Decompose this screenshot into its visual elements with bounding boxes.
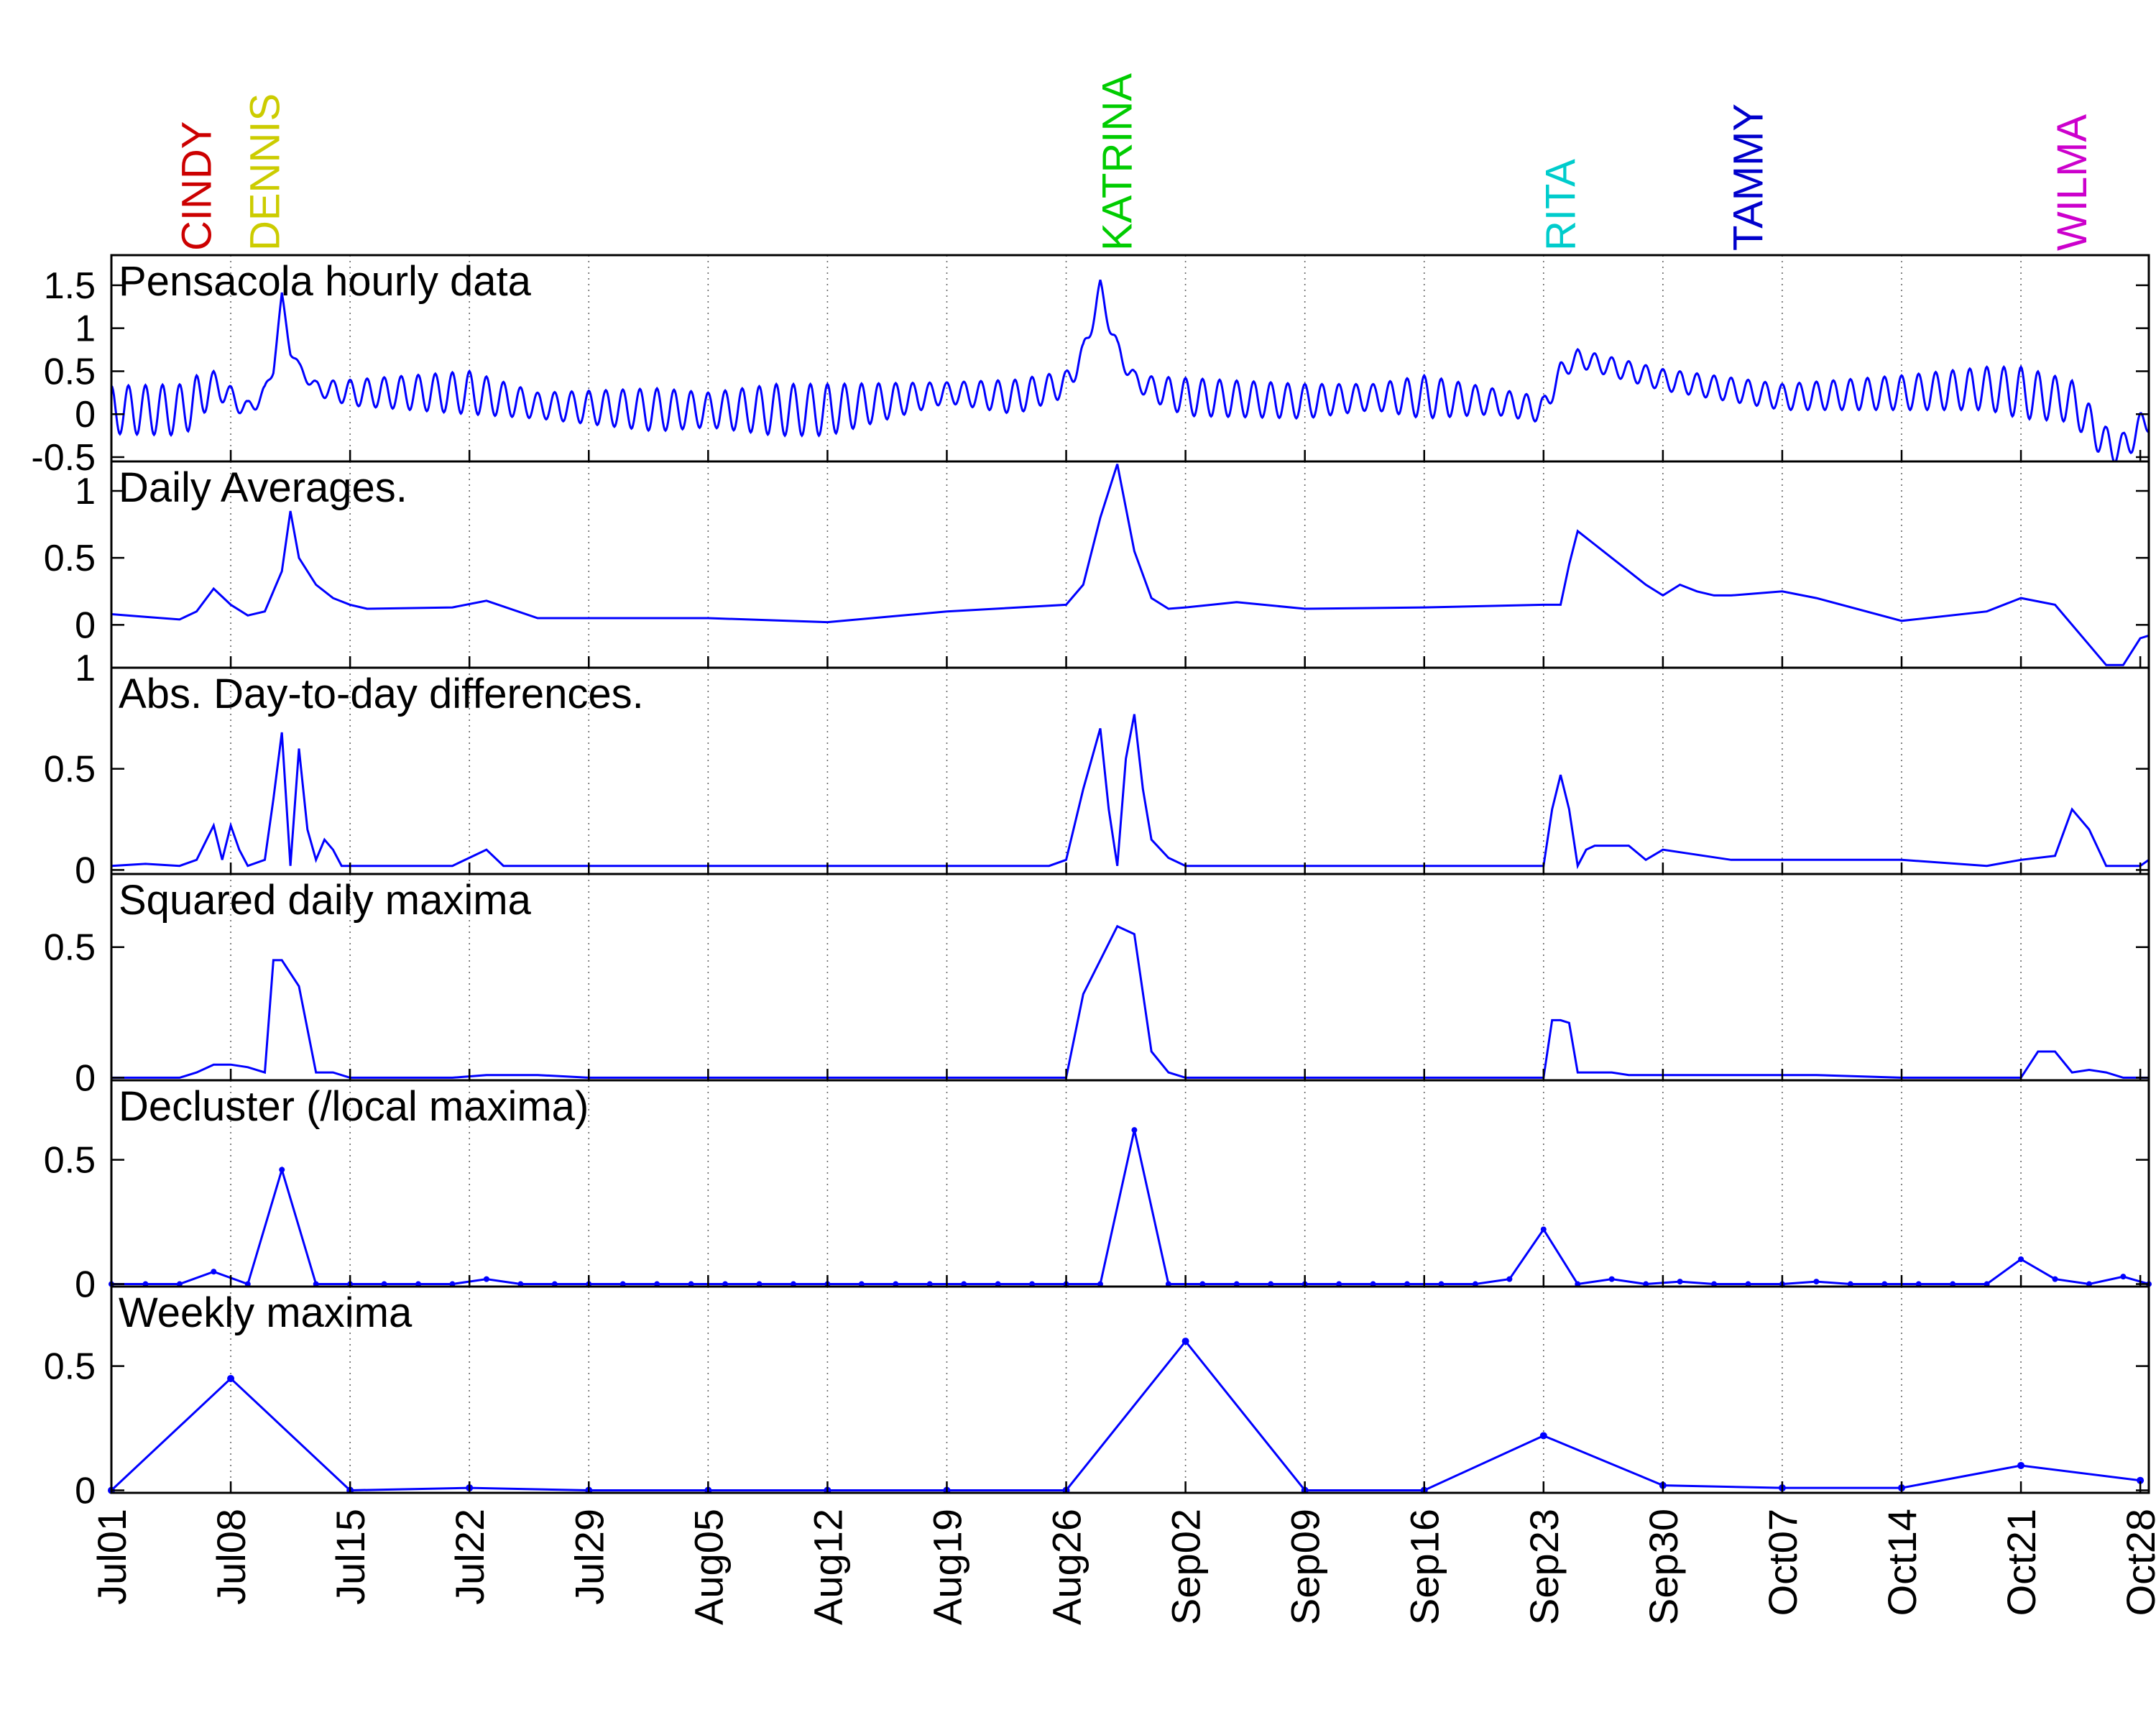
storm-labels: CINDY DENNIS KATRINA RITA TAMMY WILMA [174,73,2096,251]
y-tick-label: 0 [75,394,96,436]
data-point [1677,1279,1683,1285]
storm-label-dennis: DENNIS [242,93,289,251]
panel-6: 0 0.5 Weekly maxima [44,1285,2150,1512]
y-tick-label: 0.5 [44,1140,96,1182]
y-tick-label: 0 [75,1264,96,1306]
data-point [1608,1276,1615,1282]
data-point [483,1276,489,1282]
y-tick-label: 0 [75,1057,96,1099]
x-tick-label: Jul01 [89,1509,134,1605]
data-point [2017,1461,2025,1469]
x-tick-label: Jul08 [208,1509,254,1605]
data-point [2052,1276,2058,1282]
data-point [1181,1338,1189,1346]
panel-title: Daily Averages. [119,464,407,511]
x-tick-label: Jul15 [328,1509,373,1605]
panel-title: Squared daily maxima [119,877,532,924]
y-tick-label: 0 [75,1471,96,1512]
y-tick-label: 0.5 [44,1346,96,1388]
storm-label-wilma: WILMA [2049,114,2096,251]
data-point [1540,1226,1547,1233]
data-point [2137,1476,2145,1484]
storm-label-katrina: KATRINA [1095,73,1141,251]
panel-1: -0.500.511.5 Pensacola hourly data [31,254,2150,479]
storm-label-tammy: TAMMY [1725,104,1772,251]
panel-3: 0 0.5 1 Abs. Day-to-day differences. [44,648,2150,891]
panel-5: 0 0.5 Decluster (/local maxima) [44,1079,2152,1306]
x-tick-label: Sep02 [1164,1509,1209,1625]
data-point [2018,1256,2024,1262]
x-tick-label: Sep30 [1641,1509,1686,1625]
x-tick-label: Jul29 [566,1509,612,1605]
y-tick-label: 1 [75,648,96,689]
series-line-3 [111,714,2150,870]
x-tick-label: Aug19 [924,1509,969,1625]
x-tick-label: Aug05 [686,1509,731,1625]
x-tick-label: Jul22 [447,1509,492,1605]
panel-2: 0 0.5 1 Daily Averages. [44,460,2150,669]
y-tick-label: -0.5 [31,437,96,479]
x-tick-label: Sep09 [1283,1509,1328,1625]
x-tick-label: Sep23 [1521,1509,1567,1625]
data-point [1506,1276,1513,1282]
x-tick-label: Oct07 [1760,1509,1805,1616]
data-point [227,1374,235,1382]
y-tick-label: 1 [75,471,96,512]
y-tick-label: 0.5 [44,538,96,579]
x-tick-label: Sep16 [1402,1509,1447,1625]
hourly-series-line [110,279,2150,463]
x-tick-label: Oct21 [1999,1509,2044,1616]
data-point [1539,1432,1547,1440]
data-point [1813,1279,1820,1285]
panel-title: Pensacola hourly data [119,258,532,305]
y-tick-label: 0 [75,850,96,891]
panel-frame [110,460,2150,669]
panel-title: Weekly maxima [119,1289,413,1336]
data-point [211,1269,217,1275]
x-tick-label: Aug12 [805,1509,850,1625]
data-point [2120,1274,2127,1280]
series-line-4 [111,924,2149,1079]
x-tick-label: Aug26 [1044,1509,1089,1625]
panel-frame [110,1285,2150,1494]
y-tick-label: 1.5 [44,265,96,307]
x-tick-label: Oct28 [2118,1509,2156,1616]
series-line-6 [110,1339,2141,1492]
series-line-2 [111,464,2150,666]
data-point [1131,1127,1138,1133]
panel-title: Decluster (/local maxima) [119,1083,589,1130]
y-tick-label: 0.5 [44,351,96,392]
panel-title: Abs. Day-to-day differences. [119,671,644,717]
x-tick-label: Oct14 [1879,1509,1925,1616]
series-line-5 [111,1129,2150,1286]
data-point [279,1167,285,1173]
y-tick-label: 0.5 [44,749,96,791]
storm-label-rita: RITA [1538,159,1585,251]
x-axis: Jul01 Jul08 Jul15 Jul22 Jul29 Aug05 Aug12 Aug19… [89,1509,2156,1625]
y-tick-label: 1 [75,308,96,350]
y-tick-label: 0.5 [44,927,96,969]
panel-4: 0 0.5 Squared daily maxima [44,873,2150,1099]
y-tick-label: 0 [75,604,96,646]
storm-label-cindy: CINDY [174,121,221,251]
